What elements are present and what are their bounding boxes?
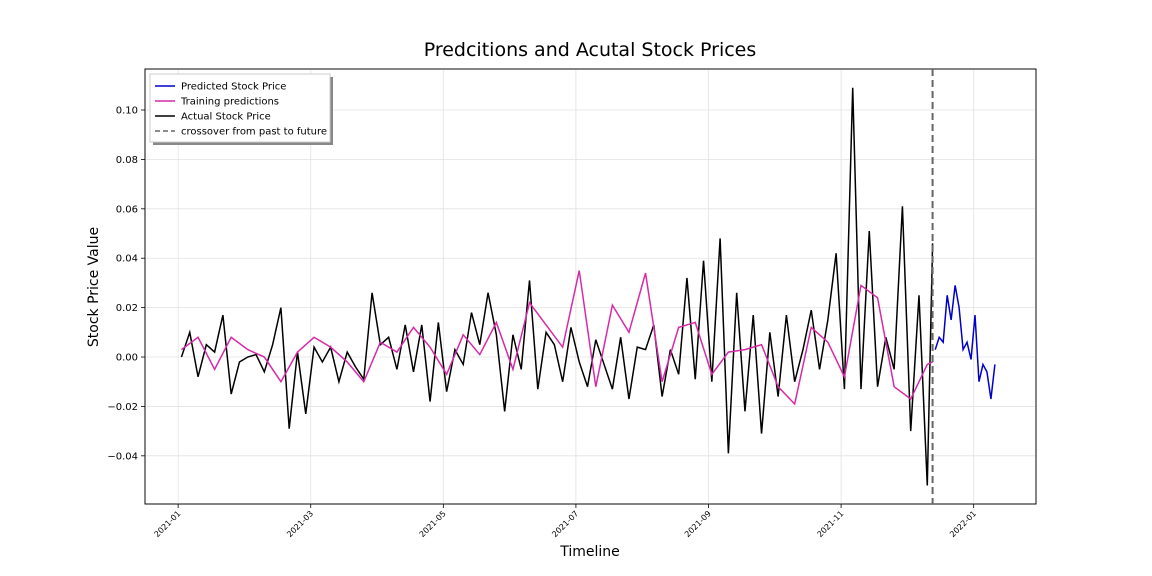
y-tick-label: 0.00	[116, 353, 138, 364]
legend-label: Training predictions	[180, 97, 279, 108]
legend-label: Actual Stock Price	[181, 112, 271, 123]
y-tick-label: 0.02	[116, 303, 138, 314]
x-axis-label: Timeline	[559, 544, 620, 560]
y-axis-label: Stock Price Value	[86, 227, 102, 347]
x-tick-label: 2021-01	[153, 509, 183, 539]
series-line	[181, 270, 933, 406]
plot-area	[144, 68, 1037, 505]
x-tick-label: 2021-11	[816, 509, 846, 539]
y-tick-label: 0.06	[116, 204, 138, 215]
y-tick-label: 0.04	[116, 254, 138, 265]
legend-label: crossover from past to future	[181, 127, 327, 138]
x-tick-label: 2021-05	[418, 509, 448, 539]
x-tick-label: 2022-01	[948, 509, 978, 539]
x-tick-label: 2021-03	[285, 509, 315, 539]
y-tick-label: −0.02	[107, 402, 138, 413]
x-tick-label: 2021-07	[550, 509, 580, 539]
series-line	[180, 87, 934, 486]
legend	[149, 73, 331, 143]
y-tick-label: 0.08	[116, 155, 138, 166]
x-tick-label: 2021-09	[683, 509, 713, 539]
y-tick-label: −0.04	[107, 451, 138, 462]
series-line	[934, 285, 996, 400]
chart-title: Predcitions and Acutal Stock Prices	[424, 39, 757, 61]
y-tick-label: 0.10	[116, 106, 138, 117]
legend-label: Predicted Stock Price	[181, 82, 286, 93]
